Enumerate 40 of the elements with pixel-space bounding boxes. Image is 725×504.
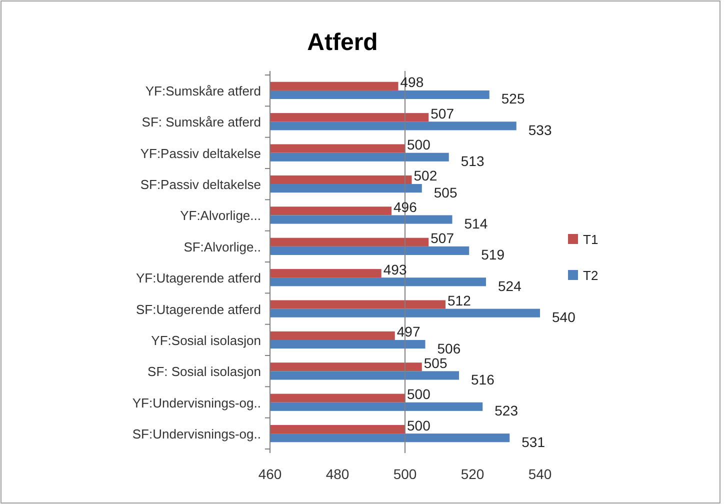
x-tick-label: 500 [393,466,417,482]
data-label: 531 [522,434,546,450]
x-tick-label: 520 [460,466,484,482]
y-tick-label: SF: Sosial isolasjon [148,364,261,380]
y-tick-label: SF:Undervisnings-og.. [132,426,261,442]
x-tick-label: 460 [258,466,282,482]
y-tick-label: YF:Undervisnings-og.. [132,395,261,410]
data-label: 525 [501,90,525,107]
data-label: 519 [481,246,505,263]
y-tick-label: SF:Alvorlige.. [184,239,261,254]
y-tick-label: SF:Utagerende atferd [136,302,261,317]
data-label: 507 [430,230,454,246]
data-label: 524 [498,278,522,294]
y-tick-label: YF:Sosial isolasjon [151,332,261,348]
data-label: 513 [460,153,484,170]
y-tick-label: YF:Alvorlige... [180,208,261,224]
data-label: 506 [437,340,461,356]
y-tick-label: SF:Passiv deltakelse [140,177,261,192]
data-label: 505 [424,354,448,371]
data-label: 512 [448,292,472,308]
data-label: 507 [430,105,454,122]
y-tick-label: YF:Sumskåre atferd [145,83,261,98]
legend-label: T2 [583,268,598,283]
x-tick-label: 540 [528,466,552,482]
data-label: 502 [414,168,438,184]
data-label: 514 [464,216,488,232]
legend-label: T1 [583,232,598,247]
x-tick-label: 480 [326,466,350,482]
data-label: 505 [434,184,458,200]
data-label: 540 [552,309,576,326]
data-label: 533 [528,122,552,138]
data-label: 500 [407,417,431,434]
data-label: 500 [407,386,431,402]
data-label: 523 [494,402,518,419]
data-label: 516 [471,371,495,388]
chart-title: Atferd [307,29,378,56]
y-tick-label: YF:Passiv deltakelse [140,146,261,161]
y-tick-label: YF:Utagerende atferd [136,270,261,286]
data-label: 500 [407,136,431,153]
y-tick-label: SF: Sumskåre atferd [142,114,261,130]
